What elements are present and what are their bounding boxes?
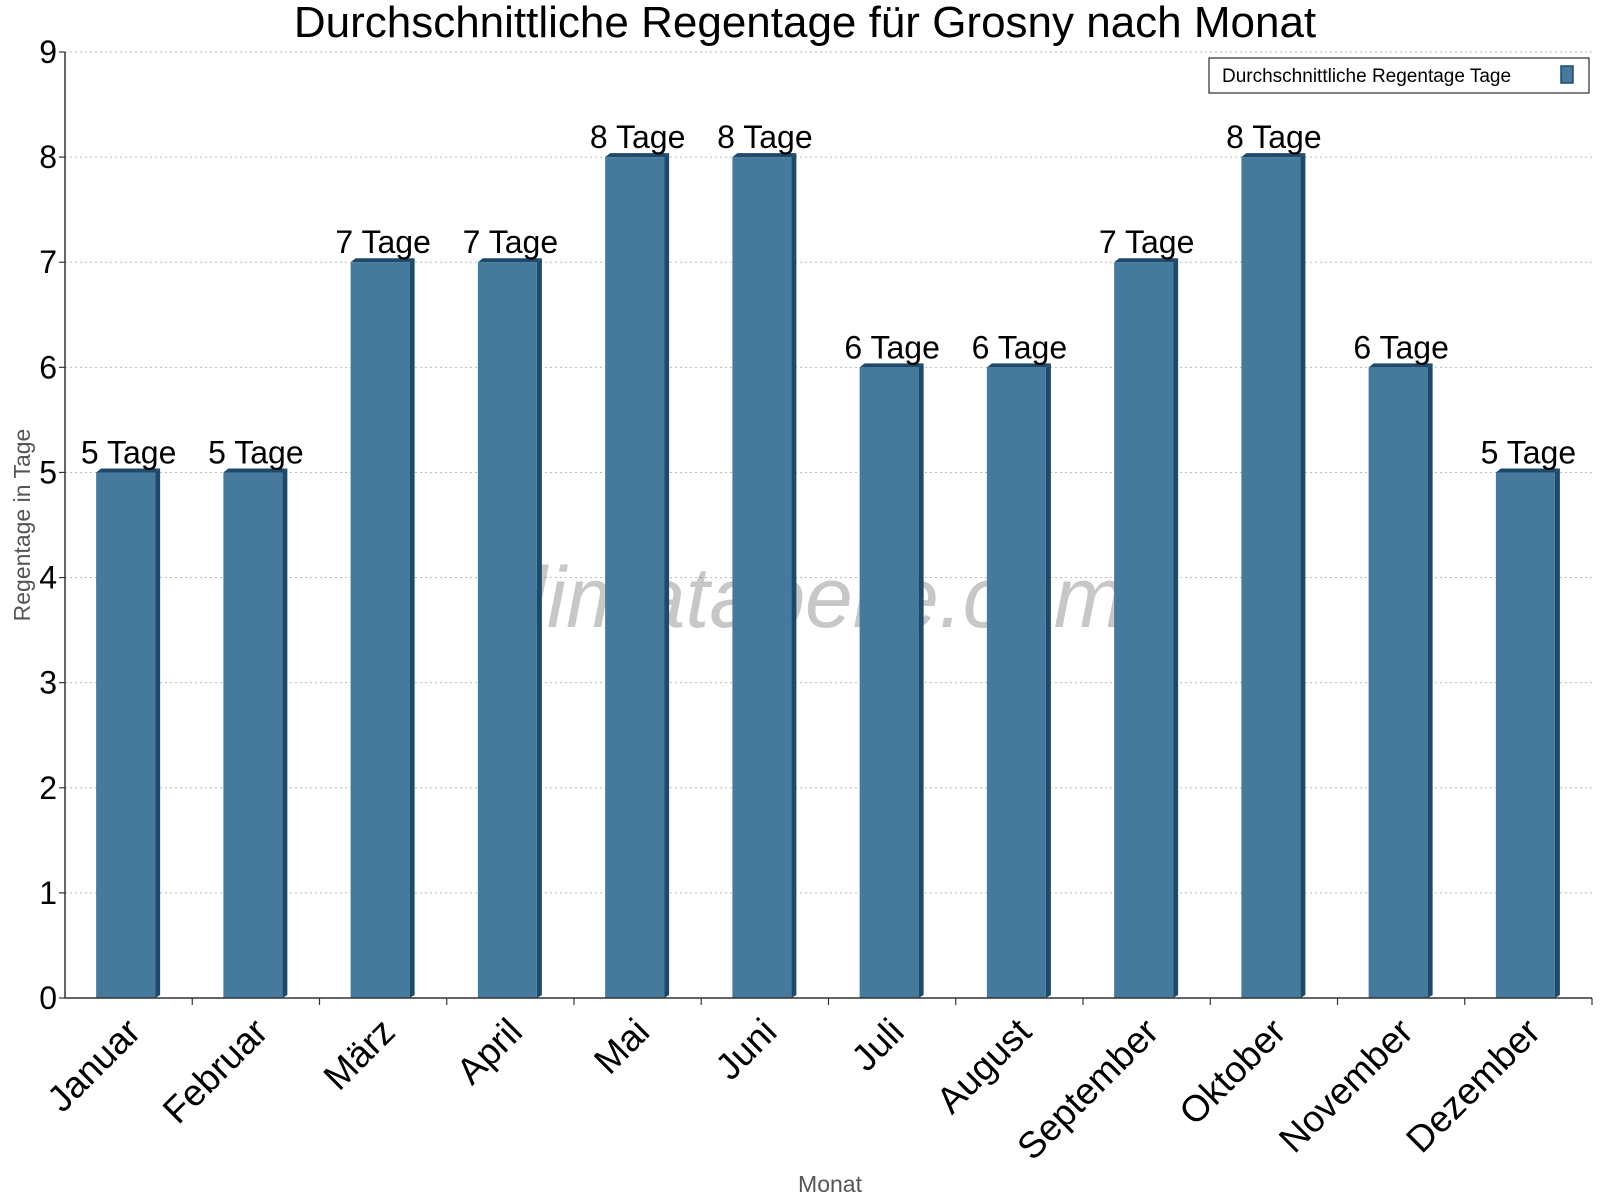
bar-top bbox=[732, 153, 797, 158]
x-tick-label: Januar bbox=[39, 1011, 148, 1120]
bar-side bbox=[918, 363, 924, 998]
bar-top bbox=[1114, 258, 1179, 263]
x-tick-label: Juli bbox=[844, 1011, 912, 1079]
bar bbox=[477, 258, 542, 998]
bar-value-label: 7 Tage bbox=[463, 224, 559, 260]
bar-top bbox=[96, 468, 161, 473]
legend-box bbox=[1208, 57, 1590, 94]
y-tick-label: 2 bbox=[39, 770, 57, 806]
legend: Durchschnittliche Regentage Tage bbox=[1208, 57, 1590, 94]
bar-value-label: 7 Tage bbox=[335, 224, 431, 260]
x-tick-label: April bbox=[449, 1011, 530, 1092]
bar-side bbox=[536, 258, 542, 998]
y-tick-label: 3 bbox=[39, 665, 57, 701]
legend-swatch bbox=[1560, 65, 1574, 84]
bar-side bbox=[1427, 363, 1433, 998]
bar bbox=[732, 153, 797, 999]
bar bbox=[1368, 363, 1433, 998]
bar-side bbox=[1045, 363, 1051, 998]
y-tick-label: 9 bbox=[39, 34, 57, 70]
bar-value-label: 6 Tage bbox=[1353, 329, 1449, 365]
bar-value-label: 8 Tage bbox=[1226, 119, 1322, 155]
bar bbox=[986, 363, 1051, 998]
bar-top bbox=[986, 363, 1051, 368]
bar-top bbox=[477, 258, 542, 263]
y-tick-label: 4 bbox=[39, 560, 57, 596]
x-tick-label: Oktober bbox=[1171, 1011, 1293, 1133]
bar-value-label: 5 Tage bbox=[81, 434, 177, 470]
bar-top bbox=[1241, 153, 1306, 158]
bar-face bbox=[1241, 157, 1301, 999]
bar-face bbox=[1114, 262, 1174, 998]
bar-value-label: 5 Tage bbox=[208, 434, 304, 470]
y-tick-label: 7 bbox=[39, 244, 57, 280]
bar-face bbox=[350, 262, 410, 998]
bar-side bbox=[1554, 468, 1560, 998]
x-tick-label: Dezember bbox=[1398, 1011, 1548, 1161]
bar-side bbox=[1173, 258, 1179, 998]
bar-side bbox=[664, 153, 670, 999]
bar-value-label: 8 Tage bbox=[717, 119, 813, 155]
bar bbox=[1241, 153, 1306, 999]
bar bbox=[1114, 258, 1179, 998]
bar-value-label: 6 Tage bbox=[844, 329, 940, 365]
bar-side bbox=[409, 258, 415, 998]
bar-side bbox=[1300, 153, 1306, 999]
bar-face bbox=[96, 472, 156, 998]
bar bbox=[350, 258, 415, 998]
bar-side bbox=[282, 468, 288, 998]
bar-top bbox=[605, 153, 670, 158]
bar bbox=[1495, 468, 1560, 998]
x-axis-ticks: Januar Februar März April Mai Juni Juli AugustS… bbox=[39, 998, 1593, 1168]
bar bbox=[223, 468, 288, 998]
bar-top bbox=[1495, 468, 1560, 473]
bar-value-label: 8 Tage bbox=[590, 119, 686, 155]
bar-labels: 5 Tage 5 Tage 7 Tage 7 Tage 8 Tage 8 Tage 6 Ta… bbox=[81, 119, 1576, 470]
x-tick-label: März bbox=[316, 1011, 403, 1098]
y-tick-label: 8 bbox=[39, 139, 57, 175]
bar-face bbox=[605, 157, 665, 999]
x-tick-label: Juni bbox=[708, 1011, 785, 1088]
chart-title: Durchschnittliche Regentage für Grosny n… bbox=[294, 0, 1316, 47]
bar-face bbox=[477, 262, 537, 998]
x-tick-label: November bbox=[1271, 1011, 1421, 1161]
bar-face bbox=[1495, 472, 1555, 998]
bar bbox=[605, 153, 670, 999]
bar-face bbox=[732, 157, 792, 999]
bar-top bbox=[223, 468, 288, 473]
bar-face bbox=[1368, 367, 1428, 998]
y-axis-title: Regentage in Tage bbox=[9, 429, 35, 622]
bar-top bbox=[859, 363, 924, 368]
x-axis-title: Monat bbox=[798, 1171, 863, 1197]
y-tick-label: 5 bbox=[39, 454, 57, 490]
bar-face bbox=[986, 367, 1046, 998]
bar bbox=[859, 363, 924, 998]
grid-lines bbox=[65, 51, 1592, 894]
x-tick-label: Mai bbox=[586, 1011, 657, 1082]
bar-face bbox=[859, 367, 919, 998]
bar-side bbox=[791, 153, 797, 999]
bar-value-label: 6 Tage bbox=[972, 329, 1068, 365]
bar-side bbox=[155, 468, 161, 998]
y-tick-label: 6 bbox=[39, 349, 57, 385]
y-tick-label: 1 bbox=[39, 875, 57, 911]
bar-value-label: 5 Tage bbox=[1481, 434, 1577, 470]
bar-top bbox=[1368, 363, 1433, 368]
legend-label: Durchschnittliche Regentage Tage bbox=[1222, 66, 1511, 87]
bar bbox=[96, 468, 161, 998]
bar-face bbox=[223, 472, 283, 998]
x-tick-label: Februar bbox=[155, 1011, 276, 1132]
bars bbox=[96, 153, 1560, 999]
y-axis-ticks: 0 1 2 3 4 5 6 7 8 9 bbox=[39, 34, 65, 1016]
bar-top bbox=[350, 258, 415, 263]
bar-value-label: 7 Tage bbox=[1099, 224, 1195, 260]
y-tick-label: 0 bbox=[39, 980, 57, 1016]
x-tick-label: August bbox=[929, 1010, 1040, 1121]
